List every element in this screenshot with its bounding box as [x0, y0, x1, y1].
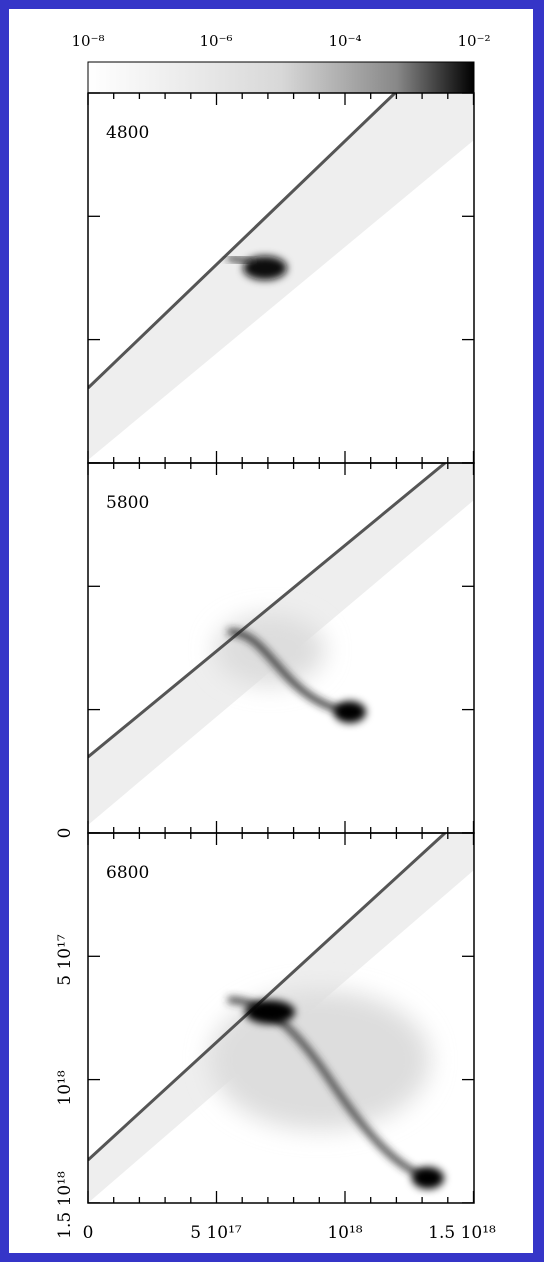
colorbar — [88, 62, 474, 93]
colorbar-tick-label: 10⁻⁴ — [328, 32, 361, 50]
y-tick-label: 1.5 10¹⁸ — [55, 1171, 75, 1239]
panel-label: 4800 — [106, 123, 149, 143]
colorbar-tick-label: 10⁻² — [457, 32, 490, 50]
x-tick-label: 1.5 10¹⁸ — [428, 1223, 496, 1243]
x-tick-label: 0 — [83, 1223, 94, 1243]
y-tick-label: 0 — [55, 828, 75, 839]
panel-label: 6800 — [106, 863, 149, 883]
figure: 10⁻⁸ 10⁻⁶ 10⁻⁴ 10⁻² 4800 5800 6800 0 5 1… — [0, 0, 544, 1262]
y-tick-label: 5 10¹⁷ — [55, 934, 75, 986]
colorbar-tick-label: 10⁻⁸ — [71, 32, 104, 50]
x-tick-label: 5 10¹⁷ — [190, 1223, 242, 1243]
colorbar-tick-label: 10⁻⁶ — [199, 32, 232, 50]
panel-label: 5800 — [106, 493, 149, 513]
y-tick-label: 10¹⁸ — [55, 1070, 75, 1105]
x-tick-label: 10¹⁸ — [327, 1223, 362, 1243]
